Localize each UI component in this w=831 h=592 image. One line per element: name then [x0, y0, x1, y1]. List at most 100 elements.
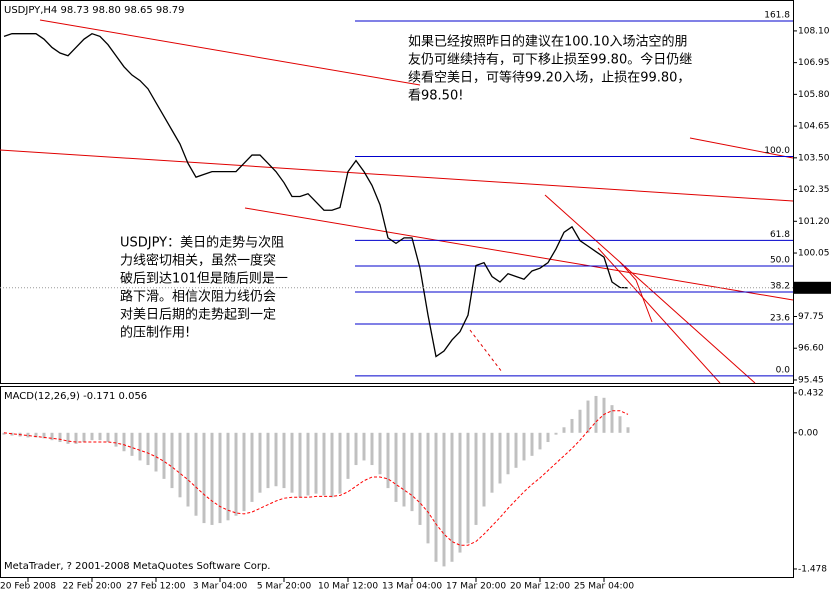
histogram-bar — [338, 432, 342, 494]
histogram-bar — [250, 432, 254, 502]
histogram-bar — [114, 432, 118, 447]
histogram-bar — [210, 432, 214, 525]
annotation: 破后到达101但是随后则是一 — [120, 272, 288, 287]
x-tick-label: 20 Mar 12:00 — [510, 582, 570, 592]
fib-label: 161.8 — [764, 10, 790, 20]
annotation: 的压制作用! — [120, 325, 190, 341]
histogram-bar — [26, 432, 30, 438]
histogram-bar — [298, 432, 302, 498]
trendline — [39, 19, 421, 86]
histogram-bar — [90, 432, 94, 441]
histogram-bar — [306, 432, 310, 496]
histogram-bar — [474, 432, 478, 525]
histogram-bar — [290, 432, 294, 493]
histogram-bar — [130, 432, 134, 456]
y-tick-label: 0.00 — [798, 428, 818, 438]
histogram-bar — [234, 432, 238, 516]
histogram-bar — [362, 432, 366, 461]
histogram-bar — [458, 432, 462, 553]
y-tick-label: 95.45 — [798, 375, 824, 385]
projection — [619, 261, 653, 323]
histogram-bar — [322, 432, 326, 496]
histogram-bar — [522, 432, 526, 461]
annotation: 力线密切相关，虽然一度突 — [120, 253, 276, 269]
histogram-bar — [58, 432, 62, 443]
y-tick-label: 97.75 — [798, 312, 824, 322]
histogram-bar — [258, 432, 262, 493]
histogram-bar — [618, 416, 622, 433]
y-tick-label: 105.80 — [798, 90, 830, 100]
histogram-bar — [266, 432, 270, 489]
histogram-bar — [546, 432, 550, 443]
histogram-bar — [50, 432, 54, 441]
histogram-bar — [402, 432, 406, 507]
histogram-bar — [2, 432, 6, 435]
histogram-bar — [378, 432, 382, 475]
histogram-bar — [186, 432, 190, 507]
x-tick-label: 5 Mar 20:00 — [257, 582, 312, 592]
histogram-bar — [354, 432, 358, 466]
histogram-bar — [74, 432, 78, 444]
histogram-bar — [394, 432, 398, 502]
histogram-bar — [42, 432, 46, 439]
fib-label: 100.0 — [764, 146, 790, 156]
projection — [469, 329, 503, 373]
y-tick-label: -1.478 — [798, 564, 827, 574]
annotation: 续看空美日，可等待99.20入场，止损在99.80， — [408, 70, 690, 86]
macd-title: MACD(12,26,9) -0.171 0.056 — [4, 391, 147, 402]
price-line — [3, 32, 629, 358]
histogram-bar — [34, 432, 38, 438]
price-frame — [0, 0, 794, 384]
fib-label: 0.0 — [776, 365, 791, 375]
histogram-bar — [626, 427, 630, 433]
histogram-bar — [122, 432, 126, 452]
histogram-bar — [610, 405, 614, 433]
last-price-label: 98.79 — [798, 283, 824, 293]
footer: MetaTrader, ? 2001-2008 MetaQuotes Softw… — [4, 561, 270, 572]
annotation: USDJPY：美日的走势与次阻 — [120, 235, 284, 251]
histogram-bar — [466, 432, 470, 544]
y-tick-label: 101.20 — [798, 217, 830, 227]
histogram-bar — [434, 432, 438, 562]
annotation: 对美日后期的走势起到一定 — [120, 307, 276, 323]
last-price-box — [794, 281, 831, 294]
histogram-bar — [194, 432, 198, 516]
y-tick-label: 96.60 — [798, 344, 824, 354]
histogram-bar — [514, 432, 518, 468]
macd-frame — [0, 386, 794, 578]
channel-line — [544, 194, 756, 384]
histogram-bar — [314, 432, 318, 494]
histogram-bar — [242, 432, 246, 512]
histogram-bar — [202, 432, 206, 524]
trendline — [0, 149, 794, 202]
histogram-bar — [490, 432, 494, 493]
histogram-bar — [146, 432, 150, 466]
histogram-bar — [10, 432, 14, 436]
histogram-bar — [418, 432, 422, 525]
histogram-bar — [82, 432, 86, 443]
histogram-bar — [410, 432, 414, 512]
x-tick-label: 10 Mar 12:00 — [318, 582, 378, 592]
histogram-bar — [594, 395, 598, 433]
histogram-bar — [530, 432, 534, 456]
histogram-bar — [106, 432, 110, 443]
histogram-bar — [170, 432, 174, 489]
histogram-bar — [370, 432, 374, 466]
histogram-bar — [562, 427, 566, 433]
x-tick-label: 17 Mar 20:00 — [446, 582, 506, 592]
histogram-bar — [450, 432, 454, 562]
trendlines — [0, 19, 794, 384]
fib-label: 23.6 — [770, 313, 790, 323]
annotation: 看98.50! — [408, 88, 463, 104]
trendline — [689, 137, 794, 159]
x-tick-label: 22 Feb 20:00 — [62, 582, 121, 592]
histogram-bar — [498, 432, 502, 484]
fib-label: 50.0 — [770, 256, 790, 266]
histogram-bar — [386, 432, 390, 489]
trendline — [244, 207, 794, 301]
histogram-bar — [138, 432, 142, 461]
y-tick-label: 108.10 — [798, 26, 830, 36]
signal-line — [3, 410, 629, 546]
y-tick-label: 104.65 — [798, 122, 830, 132]
annotation: 路下滑。相信次阻力线仍会 — [120, 289, 276, 305]
